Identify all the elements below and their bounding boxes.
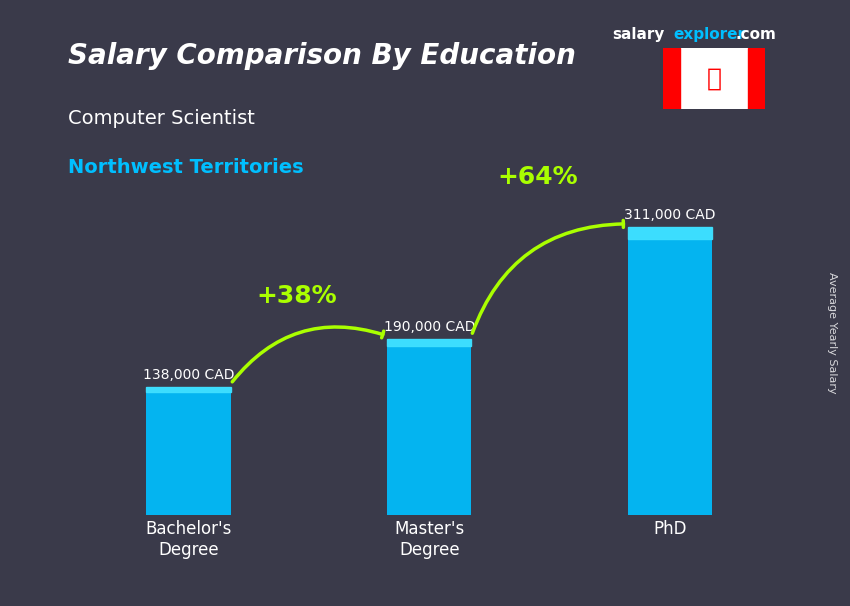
Text: 138,000 CAD: 138,000 CAD bbox=[143, 368, 234, 382]
Text: +38%: +38% bbox=[257, 284, 337, 308]
Bar bbox=[663, 48, 680, 109]
Text: salary: salary bbox=[612, 27, 665, 42]
Bar bbox=[748, 48, 765, 109]
Text: 190,000 CAD: 190,000 CAD bbox=[383, 319, 475, 334]
Text: explorer: explorer bbox=[673, 27, 745, 42]
Bar bbox=[146, 387, 230, 393]
Text: 311,000 CAD: 311,000 CAD bbox=[625, 208, 716, 222]
Bar bbox=[387, 339, 472, 346]
Bar bbox=[628, 227, 712, 239]
Text: Salary Comparison By Education: Salary Comparison By Education bbox=[68, 42, 576, 70]
Text: .com: .com bbox=[735, 27, 776, 42]
Bar bbox=[628, 227, 712, 515]
Text: +64%: +64% bbox=[497, 165, 578, 189]
Bar bbox=[387, 339, 472, 515]
Text: Computer Scientist: Computer Scientist bbox=[68, 109, 255, 128]
Text: 🍁: 🍁 bbox=[706, 67, 722, 91]
Text: Northwest Territories: Northwest Territories bbox=[68, 158, 303, 176]
Bar bbox=[146, 387, 230, 515]
Bar bbox=[680, 48, 748, 109]
Text: Average Yearly Salary: Average Yearly Salary bbox=[827, 273, 837, 394]
